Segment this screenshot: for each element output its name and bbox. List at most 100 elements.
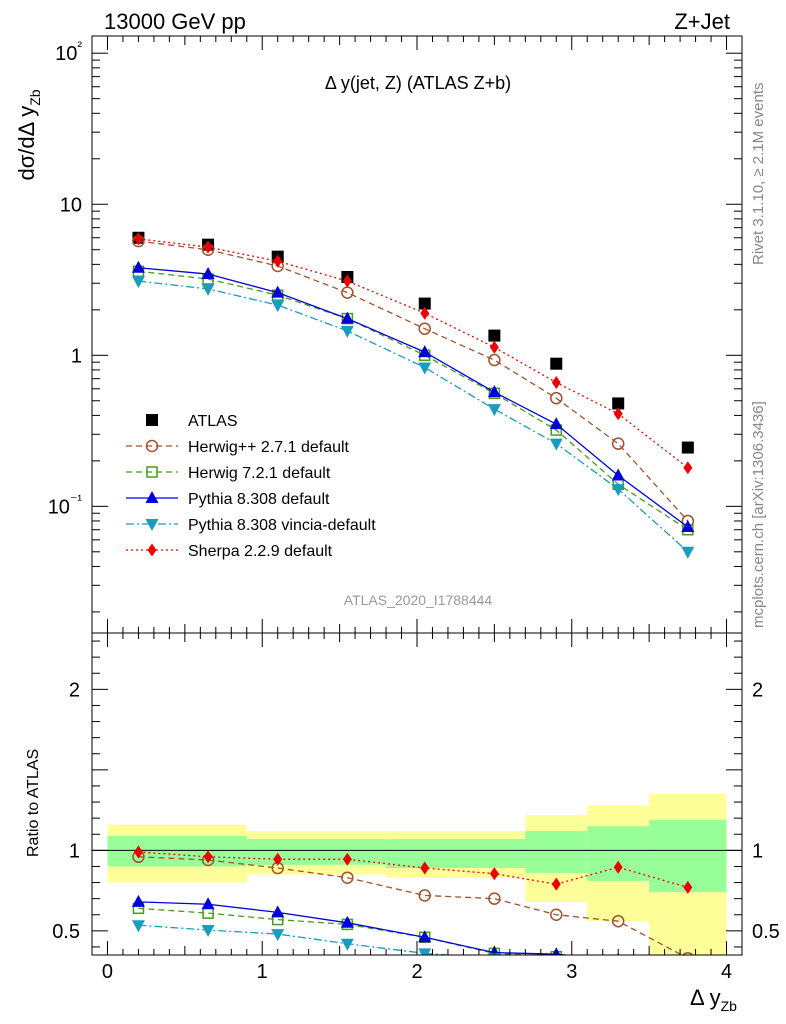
legend: ATLAS Herwig++ 2.7.1 default Herwig 7.2.1 … [126,413,376,560]
ratio-band-inner-1 [246,839,387,865]
ratio-band-inner-0 [107,835,247,867]
y-tick-label: 10 [60,194,82,216]
process-label: Z+Jet [674,9,730,34]
ratio-4-point-5 [489,867,499,881]
ratio-2-point-3 [340,915,354,928]
series-1-point-6 [550,391,563,405]
ratio-ylabel: Ratio to ATLAS [25,749,42,857]
legend-label-0: ATLAS [188,413,238,430]
ratio-band-inner-5 [649,819,727,893]
series-3-point-5 [487,385,501,398]
axes-ticks: 0 1 2 3 4 10⁻¹ 1 10 10² 0.5 0.5 1 1 2 2 [48,36,780,983]
ratio-3-point-0 [131,920,145,933]
ratio-3-point-3 [340,938,354,951]
mcplots-label: mcplots.cern.ch [arXiv:1306.3436] [750,401,767,628]
x-tick-label: 3 [566,961,577,983]
series-1-point-5 [488,353,501,367]
series-0-point-7 [612,397,625,410]
legend-marker-0 [146,414,158,426]
ratio-4-point-4 [420,861,430,875]
y-tick-label: 1 [71,345,82,367]
series-1-point-7 [611,437,625,450]
main-ylabel: dσ/dΔ yZb [14,89,43,180]
ratio-y-tick-label-right: 1 [752,840,763,862]
ratio-y-tick-label-right: 2 [752,679,763,701]
ratio-1-point-8 [683,963,693,973]
ratio-0-point-6 [550,908,563,921]
ratio-2-point-2 [271,905,285,918]
series-5-point-3 [342,274,352,288]
ratio-panel-series [92,845,742,973]
x-tick-label: 1 [257,961,268,983]
ratio-4-point-6 [551,877,561,891]
series-5-point-2 [273,254,283,268]
series-4-point-3 [340,325,354,338]
ratio-1-point-7 [613,961,623,971]
legend-marker-3 [145,491,159,503]
ratio-line-1 [138,907,538,955]
legend-marker-4 [145,519,159,531]
series-0-point-4 [418,297,431,310]
series-3-point-7 [611,468,625,481]
series-3-point-0 [131,260,145,273]
series-5-point-7 [613,407,623,421]
ratio-0-point-3 [341,871,354,884]
main-panel-series [131,231,695,559]
ratio-4-point-8 [683,880,693,894]
ratio-y-tick-label: 1 [69,840,80,862]
legend-label-4: Pythia 8.308 vincia-default [188,517,376,534]
series-1-point-4 [418,322,431,335]
ratio-0-point-4 [418,889,431,902]
rivet-label: Rivet 3.1.10, ≥ 2.1M events [750,83,767,266]
plot-title: Δ y(jet, Z) (ATLAS Z+b) [325,73,511,93]
ratio-y-tick-label: 2 [69,679,80,701]
ratio-y-tick-label-right: 0.5 [752,921,780,943]
series-line-5 [138,238,689,469]
ratio-uncertainty-bands [107,794,727,955]
analysis-id: ATLAS_2020_I1788444 [344,592,493,608]
series-line-3 [138,267,689,528]
ratio-0-point-5 [488,892,501,905]
series-4-point-2 [271,300,285,313]
y-tick-label: 10² [55,38,82,65]
series-4-point-8 [681,546,695,559]
series-5-point-5 [489,340,499,354]
x-tick-label: 0 [102,961,113,983]
legend-label-5: Sherpa 2.2.9 default [188,543,333,560]
ratio-4-point-1 [203,850,213,864]
series-3-point-1 [201,267,215,280]
series-0-point-6 [550,357,563,370]
ratio-3-point-7 [612,961,625,973]
series-5-point-1 [203,240,213,254]
series-4-point-4 [418,362,432,375]
series-5-point-6 [551,376,561,390]
series-5-point-4 [420,306,430,320]
energy-label: 13000 GeV pp [104,9,246,34]
ratio-4-point-7 [613,860,623,874]
ratio-3-point-1 [201,925,215,938]
ratio-2-point-1 [201,897,215,910]
series-0-point-5 [488,329,501,342]
series-3-point-2 [271,285,285,298]
ratio-4-point-2 [273,852,283,866]
ratio-band-inner-3 [525,831,588,873]
series-line-1 [138,240,689,522]
series-0-point-8 [681,441,694,454]
series-4-point-5 [487,404,501,417]
series-5-point-8 [683,461,693,475]
legend-label-3: Pythia 8.308 default [188,491,330,508]
series-4-point-6 [549,438,563,451]
ratio-band-inner-2 [386,839,526,869]
ratio-2-point-0 [131,894,145,907]
ratio-3-point-6 [550,958,563,970]
series-5-point-0 [133,232,143,246]
series-1-point-3 [341,286,354,299]
x-tick-label: 2 [411,961,422,983]
ratio-y-tick-label: 0.5 [52,921,80,943]
legend-marker-5 [147,543,157,557]
series-4-point-0 [131,276,145,289]
series-3-point-4 [418,345,432,358]
legend-marker-1 [145,439,159,453]
ratio-3-point-2 [271,929,285,942]
